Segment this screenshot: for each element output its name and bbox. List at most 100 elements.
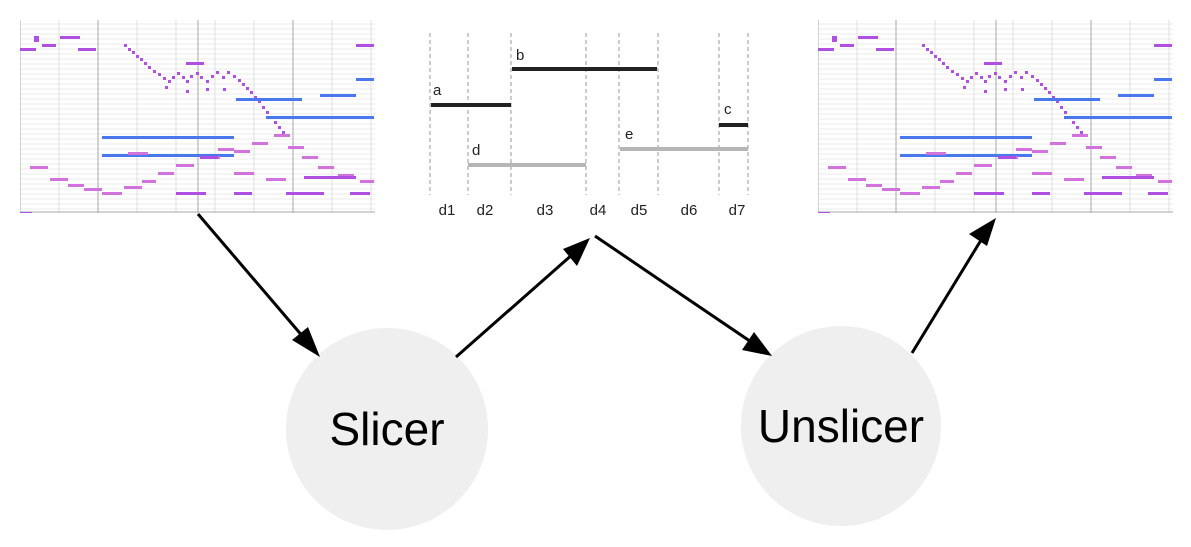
melody-note: [961, 77, 964, 80]
melody-note: [818, 212, 830, 213]
arrow-input-to-slicer-head: [292, 327, 320, 357]
accompaniment-note: [1116, 166, 1132, 169]
harmony-note: [1154, 78, 1172, 81]
slice-diagram-graphic: [429, 33, 749, 195]
melody-note: [144, 62, 147, 65]
note-label-e: e: [625, 126, 634, 143]
melody-note: [227, 71, 230, 74]
slice-label-d3: d3: [536, 202, 554, 219]
melody-note: [163, 77, 166, 80]
accompaniment-note: [926, 152, 946, 155]
slice-label-d6: d6: [680, 202, 698, 219]
unslicer-node: Unslicer: [741, 326, 941, 526]
accompaniment-note: [1072, 134, 1088, 137]
accompaniment-note: [266, 178, 286, 181]
accompaniment-note: [1086, 146, 1102, 149]
melody-note: [258, 100, 261, 103]
melody-note: [938, 58, 941, 61]
melody-note: [1148, 192, 1168, 195]
melody-note: [186, 80, 189, 83]
melody-note: [1009, 75, 1012, 78]
accompaniment-note: [338, 174, 354, 177]
melody-note: [172, 76, 175, 79]
melody-note: [942, 62, 945, 65]
melody-note: [1080, 131, 1083, 134]
melody-note: [78, 48, 96, 51]
melody-note: [168, 80, 171, 83]
melody-note: [1048, 91, 1051, 94]
accompaniment-note: [866, 184, 882, 187]
harmony-note: [356, 78, 374, 81]
melody-note: [1032, 192, 1050, 195]
melody-note: [246, 87, 249, 90]
arrow-slices-to-unslicer: [594, 234, 764, 352]
melody-note: [1020, 76, 1023, 79]
melody-note: [930, 51, 933, 54]
melody-note: [998, 76, 1001, 79]
harmony-note: [236, 98, 302, 101]
melody-note: [840, 44, 854, 47]
melody-note: [975, 72, 978, 75]
melody-note: [176, 192, 206, 195]
accompaniment-note: [1016, 148, 1032, 151]
melody-note: [282, 131, 285, 134]
melody-note: [988, 75, 991, 78]
melody-note: [20, 48, 36, 51]
melody-note: [266, 111, 269, 114]
arrow-slicer-to-slices-head: [563, 238, 590, 266]
melody-note: [262, 106, 265, 109]
melody-note: [1025, 71, 1028, 74]
harmony-note: [320, 94, 356, 97]
harmony-note: [266, 116, 374, 119]
accompaniment-note: [956, 172, 972, 175]
melody-note: [1004, 80, 1007, 83]
accompaniment-note: [1032, 172, 1052, 175]
melody-note: [186, 62, 204, 65]
melody-note: [148, 66, 151, 69]
melody-note: [980, 76, 983, 79]
accompaniment-note: [124, 186, 142, 189]
melody-note: [876, 48, 894, 51]
accompaniment-note: [176, 164, 194, 167]
melody-note: [356, 44, 374, 47]
melody-note: [970, 76, 973, 79]
harmony-note: [102, 136, 234, 139]
melody-note: [1076, 126, 1079, 129]
harmony-note: [900, 136, 1032, 139]
melody-note: [136, 55, 139, 58]
melody-note: [177, 72, 180, 75]
melody-note: [223, 88, 226, 91]
melody-note: [1014, 71, 1017, 74]
melody-note: [140, 58, 143, 61]
melody-note: [132, 51, 135, 54]
slicer-node: Slicer: [286, 328, 488, 530]
melody-note: [1072, 121, 1075, 124]
harmony-note: [1118, 94, 1154, 97]
melody-note: [1154, 44, 1172, 47]
accompaniment-note: [1136, 174, 1152, 177]
melody-note: [994, 72, 997, 75]
melody-note: [998, 156, 1016, 159]
melody-note: [984, 80, 987, 83]
accompaniment-note: [302, 156, 318, 159]
accompaniment-note: [102, 192, 122, 195]
slice-diagram: a b c d e d1 d2 d3 d4 d5 d6 d7: [420, 25, 760, 225]
accompaniment-note: [158, 172, 174, 175]
accompaniment-note: [30, 166, 48, 169]
melody-note: [254, 96, 257, 99]
harmony-note: [900, 154, 1032, 157]
melody-note: [158, 73, 161, 76]
melody-note: [124, 44, 127, 47]
accompaniment-note: [974, 164, 992, 167]
melody-note: [190, 75, 193, 78]
melody-note: [238, 79, 241, 82]
melody-note: [1004, 88, 1007, 91]
melody-note: [1036, 79, 1039, 82]
melody-note: [60, 36, 80, 39]
melody-note: [206, 80, 209, 83]
note-label-b: b: [516, 47, 525, 64]
accompaniment-note: [1050, 142, 1066, 145]
melody-note: [966, 80, 969, 83]
output-piano-roll: [818, 20, 1173, 213]
